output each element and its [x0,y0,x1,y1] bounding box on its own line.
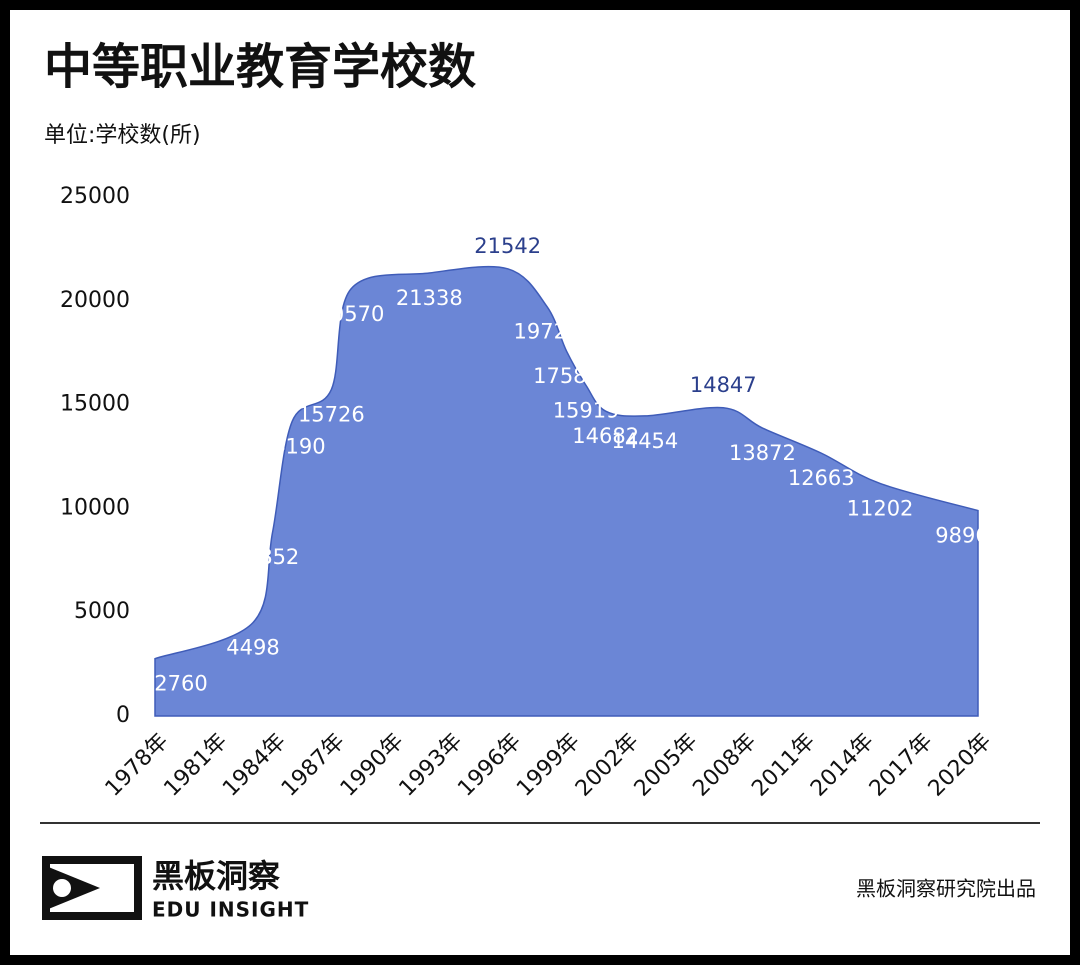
y-tick-label: 20000 [60,288,130,313]
logo [42,856,142,920]
y-tick-label: 10000 [60,495,130,520]
y-tick-label: 25000 [60,184,130,209]
data-label: 14190 [259,434,326,458]
data-label: 14454 [611,429,678,453]
data-label: 15726 [298,403,365,427]
data-label: 12663 [788,466,855,490]
data-label: 2760 [154,672,207,696]
data-label: 19727 [513,319,580,343]
data-label: 21338 [396,286,463,310]
data-label: 17580 [533,364,600,388]
credit: 黑板洞察研究院出品 [856,877,1036,901]
data-label: 21542 [474,234,541,258]
data-label: 11202 [847,496,914,520]
logo-pupil [53,879,71,897]
chart-subtitle: 单位:学校数(所) [44,123,201,148]
y-tick-label: 0 [116,703,130,728]
brand-en: EDU INSIGHT [152,898,309,922]
y-tick-label: 5000 [74,599,130,624]
chart-title: 中等职业教育学校数 [44,39,476,95]
data-label: 9896 [935,524,988,548]
data-label: 15919 [553,399,620,423]
data-label: 14682 [572,424,639,448]
y-tick-label: 15000 [60,392,130,417]
data-label: 4498 [226,636,279,660]
data-label: 14847 [690,373,757,397]
area [154,265,979,717]
logo-eye [46,866,100,910]
data-label: 8852 [246,545,299,569]
data-label: 13872 [729,441,796,465]
data-label: 20570 [318,302,385,326]
brand: 黑板洞察 [152,857,280,895]
